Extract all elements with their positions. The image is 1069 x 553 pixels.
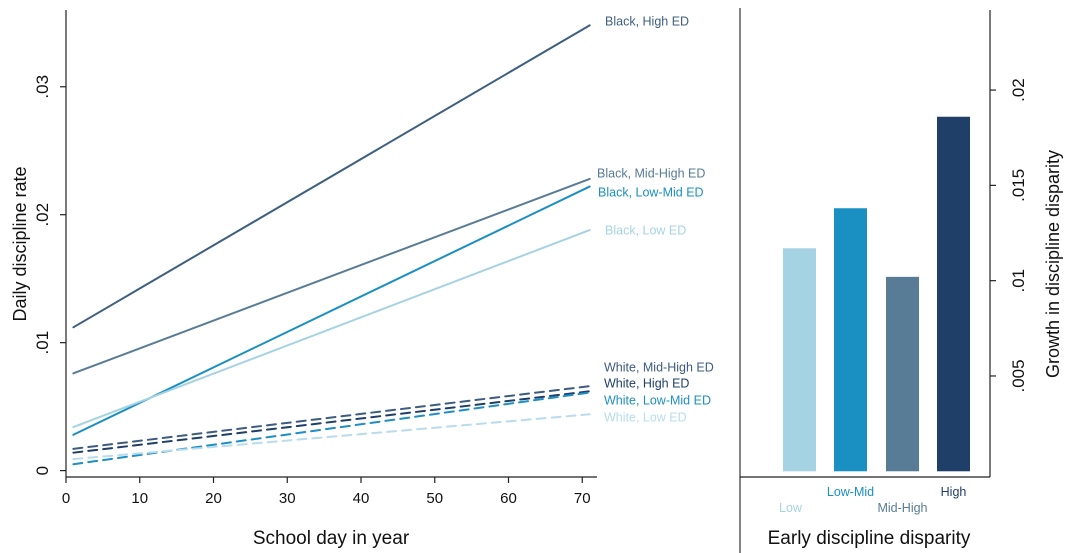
left-y-axis-title: Daily discipline rate [10,166,30,321]
left-x-tick-label: 60 [500,490,517,507]
series-label-white-low-ed: White, Low ED [604,410,687,424]
left-x-tick-label: 70 [574,490,591,507]
right-y-ticks: .005 .01 .015 .02 [990,78,1028,393]
line-panel: 0 .01 .02 .03 0 10 20 30 40 50 60 70 Black, High E… [10,10,714,549]
right-y-tick-label: .01 [1009,269,1028,293]
left-x-tick-label: 30 [279,490,296,507]
series-label-white-low-mid-ed: White, Low-Mid ED [604,393,711,407]
series-line-white-high-ed [72,390,591,454]
right-y-tick-label: .02 [1009,78,1028,102]
line-series-group [72,24,591,466]
bar-high [937,116,970,472]
series-line-black-mid-high-ed [72,177,591,375]
left-y-ticks: 0 .01 .02 .03 [33,75,66,475]
series-line-black-high-ed [72,24,591,329]
series-line-white-mid-high-ed [72,385,591,450]
left-x-tick-label: 50 [426,490,443,507]
left-x-tick-label: 20 [205,490,222,507]
bar-category-label-low-mid: Low-Mid [827,485,874,499]
series-label-black-low-mid-ed: Black, Low-Mid ED [598,185,704,199]
right-x-axis-title: Early discipline disparity [768,528,971,549]
left-y-tick-label: .01 [33,331,52,355]
bar-low-mid [834,208,867,472]
left-x-tick-label: 0 [62,490,70,507]
bar-category-label-high: High [941,485,967,499]
series-line-white-low-ed [72,413,591,461]
left-y-tick-label: .03 [33,75,52,99]
left-y-tick-label: 0 [33,466,52,475]
left-x-axis-title: School day in year [253,528,410,549]
series-label-black-mid-high-ed: Black, Mid-High ED [597,166,705,180]
left-x-tick-label: 40 [353,490,370,507]
bar-category-label-mid-high: Mid-High [877,501,927,515]
left-x-tick-label: 10 [131,490,148,507]
series-label-black-low-ed: Black, Low ED [605,223,686,237]
right-y-tick-label: .005 [1009,359,1028,392]
left-y-tick-label: .02 [33,203,52,227]
series-label-white-high-ed: White, High ED [604,376,689,390]
bar-low [783,248,816,472]
bars-group [783,116,970,472]
right-y-axis-title: Growth in discipline disparity [1043,150,1063,378]
series-label-white-mid-high-ed: White, Mid-High ED [604,360,714,374]
series-line-black-low-ed [72,229,591,429]
series-labels-group: Black, High ED Black, Mid-High ED Black, L… [597,14,714,424]
right-y-tick-label: .015 [1009,169,1028,202]
left-x-ticks: 0 10 20 30 40 50 60 70 [62,477,591,507]
bar-mid-high [886,276,919,472]
series-label-black-high-ed: Black, High ED [605,14,689,28]
series-line-white-low-mid-ed [72,391,591,466]
bar-category-label-low: Low [779,501,803,515]
